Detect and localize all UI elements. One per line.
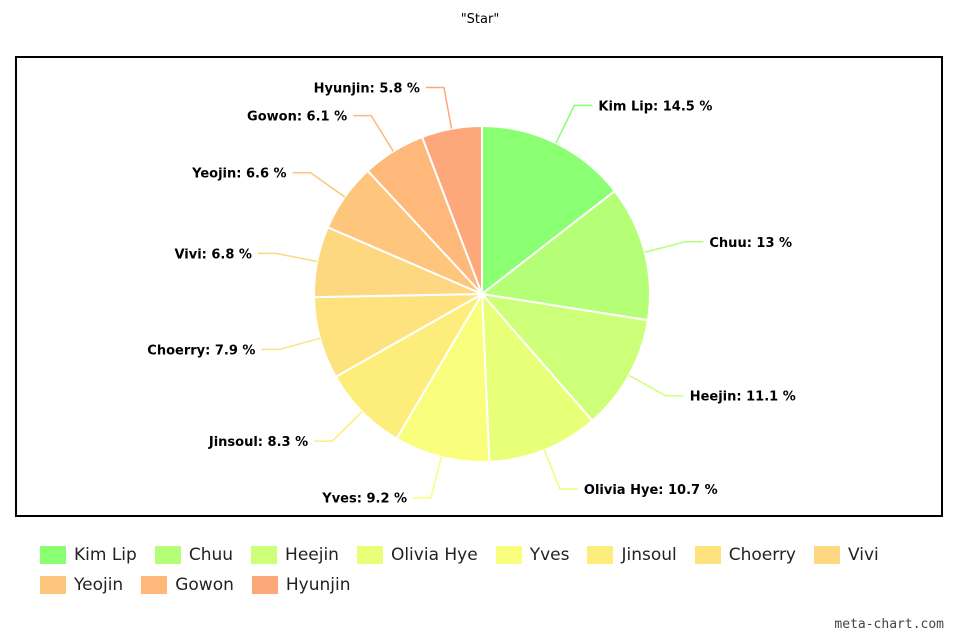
- chart-frame: Kim Lip: 14.5 % Chuu: 13 % Heejin: 11.1 % O…: [15, 56, 943, 517]
- legend-swatch-4: [495, 546, 522, 564]
- legend-label-7: Vivi: [848, 545, 879, 565]
- pie-slice-10: [420, 124, 483, 295]
- legend-item-10: Hyunjin: [251, 575, 351, 595]
- pie-slice-5: [334, 291, 485, 440]
- pie-slice-1: [479, 189, 651, 322]
- legend-label-2: Heejin: [285, 545, 339, 565]
- leader-line-3: [543, 449, 578, 490]
- legend-item-3: Olivia Hye: [356, 545, 478, 565]
- legend-swatch-8: [40, 576, 66, 594]
- legend-item-9: Gowon: [141, 575, 234, 595]
- leader-line-0: [555, 104, 593, 144]
- legend-label-6: Choerry: [728, 545, 796, 565]
- legend: Kim Lip Chuu Heejin Olivia Hye Yves Jinsoul Ch…: [40, 545, 940, 595]
- watermark: meta-chart.com: [834, 617, 944, 632]
- legend-item-5: Jinsoul: [587, 545, 677, 565]
- slice-label-4: Yves: 9.2 %: [321, 492, 407, 507]
- legend-label-3: Olivia Hye: [390, 545, 478, 565]
- legend-label-4: Yves: [529, 545, 570, 565]
- leader-line-5: [314, 411, 363, 442]
- legend-item-7: Vivi: [814, 545, 879, 565]
- legend-swatch-0: [40, 546, 66, 564]
- legend-label-5: Jinsoul: [621, 545, 677, 565]
- pie-chart: Kim Lip: 14.5 % Chuu: 13 % Heejin: 11.1 % O…: [147, 81, 796, 507]
- legend-swatch-10: [251, 576, 278, 594]
- leader-line-10: [425, 86, 453, 129]
- leader-line-4: [413, 456, 442, 499]
- legend-item-4: Yves: [495, 545, 570, 565]
- slice-label-0: Kim Lip: 14.5 %: [598, 99, 712, 114]
- slice-label-1: Chuu: 13 %: [709, 236, 792, 251]
- pie-slice-4: [395, 290, 491, 463]
- leader-line-6: [261, 337, 321, 351]
- legend-swatch-3: [356, 546, 383, 564]
- leader-line-1: [644, 241, 704, 253]
- legend-swatch-1: [154, 546, 181, 564]
- legend-label-9: Gowon: [175, 575, 234, 595]
- chart-title: "Star": [460, 12, 500, 27]
- legend-item-2: Heejin: [251, 545, 339, 565]
- slice-label-10: Hyunjin: 5.8 %: [314, 81, 420, 96]
- pie-slice-3: [480, 291, 594, 463]
- slice-label-7: Vivi: 6.8 %: [174, 247, 252, 262]
- leader-line-8: [292, 171, 346, 198]
- legend-label-8: Yeojin: [74, 575, 124, 595]
- legend-label-10: Hyunjin: [285, 575, 351, 595]
- legend-label-1: Chuu: [188, 545, 234, 565]
- slice-label-6: Choerry: 7.9 %: [147, 343, 255, 358]
- legend-swatch-5: [587, 546, 614, 564]
- pie-slice-0: [481, 124, 617, 297]
- slice-label-3: Olivia Hye: 10.7 %: [584, 483, 718, 498]
- slice-label-2: Heejin: 11.1 %: [690, 390, 796, 405]
- leader-line-7: [257, 252, 318, 263]
- slice-label-9: Gowon: 6.1 %: [247, 110, 347, 125]
- slice-label-8: Yeojin: 6.6 %: [191, 167, 286, 182]
- pie-slice-2: [479, 292, 650, 423]
- legend-item-6: Choerry: [694, 545, 796, 565]
- legend-swatch-7: [814, 546, 840, 564]
- legend-label-0: Kim Lip: [74, 545, 137, 565]
- slice-label-5: Jinsoul: 8.3 %: [208, 435, 308, 450]
- legend-swatch-9: [141, 576, 168, 594]
- legend-item-8: Yeojin: [40, 575, 123, 595]
- leader-line-9: [353, 114, 394, 152]
- leader-line-2: [628, 374, 684, 397]
- legend-item-0: Kim Lip: [40, 545, 137, 565]
- legend-item-1: Chuu: [154, 545, 234, 565]
- legend-swatch-6: [694, 546, 721, 564]
- legend-swatch-2: [251, 546, 278, 564]
